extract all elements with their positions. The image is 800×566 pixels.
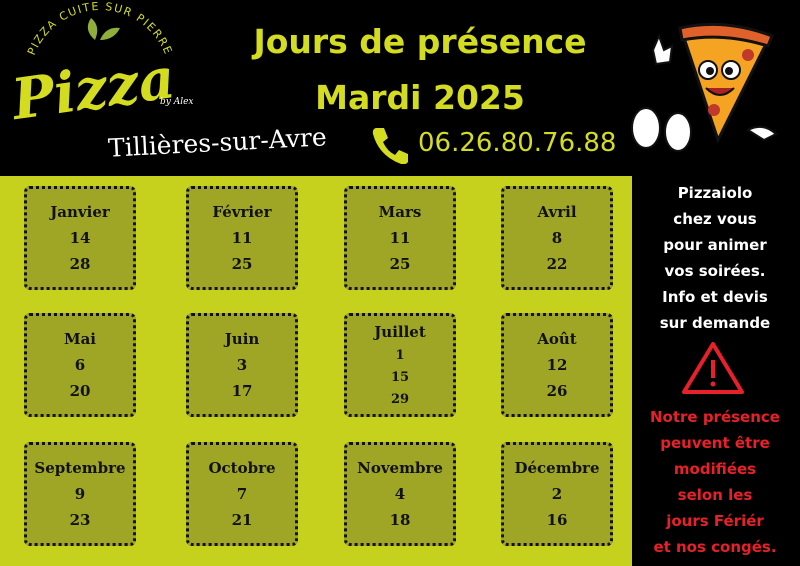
month-name: Mai: [63, 330, 97, 348]
month-name: Juin: [224, 330, 260, 348]
month-day: 14: [69, 229, 91, 247]
month-name: Janvier: [50, 203, 110, 221]
month-day: 23: [69, 511, 91, 529]
month-name: Avril: [537, 203, 577, 221]
month-day: 11: [389, 229, 411, 247]
month-name: Mars: [378, 203, 422, 221]
month-day: 8: [551, 229, 563, 247]
month-day: 9: [74, 485, 86, 503]
month-day: 20: [69, 382, 91, 400]
warning-line: jours Fériér: [666, 512, 764, 530]
month-box: Juin 3 17: [186, 313, 298, 417]
phone: 06.26.80.76.88: [418, 128, 617, 158]
month-name: Août: [537, 330, 577, 348]
promo-line: chez vous: [673, 210, 757, 228]
promo-line: pour animer: [663, 236, 767, 254]
month-day: 15: [390, 370, 410, 385]
month-day: 3: [236, 356, 248, 374]
month-box: Avril 8 22: [501, 186, 613, 290]
month-day: 18: [389, 511, 411, 529]
month-box: Juillet 1 15 29: [344, 313, 456, 417]
mascot: [631, 22, 778, 152]
month-name: Septembre: [34, 459, 126, 477]
logo-name: Pizza: [6, 45, 179, 133]
month-box: Mars 11 25: [344, 186, 456, 290]
month-day: 4: [394, 485, 406, 503]
month-name: Février: [212, 203, 272, 221]
month-day: 25: [231, 255, 253, 273]
warning-line: et nos congés.: [653, 538, 777, 556]
promo-line: sur demande: [659, 314, 771, 332]
month-day: 17: [231, 382, 253, 400]
month-day: 1: [395, 348, 405, 363]
month-box: Février 11 25: [186, 186, 298, 290]
promo-line: vos soirées.: [664, 262, 766, 280]
month-box: Septembre 9 23: [24, 442, 136, 546]
promo-line: Info et devis: [662, 288, 768, 306]
month-day: 16: [546, 511, 568, 529]
warning-line: peuvent être: [660, 434, 770, 452]
month-day: 11: [231, 229, 253, 247]
calendar-panel: Janvier 14 28 Février 11 25 Mars 11 25 Avril 8 22 Ma…: [0, 176, 632, 566]
month-box: Octobre 7 21: [186, 442, 298, 546]
month-box: Janvier 14 28: [24, 186, 136, 290]
warning-text: Notre présence peuvent être modifiées selon…: [640, 404, 790, 560]
logo-by: by Alex: [160, 97, 194, 107]
warning-icon: [682, 342, 744, 394]
month-day: 2: [551, 485, 563, 503]
month-name: Novembre: [357, 459, 443, 477]
month-box: Novembre 4 18: [344, 442, 456, 546]
month-day: 7: [236, 485, 248, 503]
month-day: 22: [546, 255, 568, 273]
phone-icon: [372, 128, 408, 164]
month-day: 21: [231, 511, 253, 529]
month-box: Août 12 26: [501, 313, 613, 417]
month-box: Décembre 2 16: [501, 442, 613, 546]
month-name: Décembre: [514, 459, 600, 477]
logo: PIZZA CUITE SUR PIERRE Pizza by Alex: [6, 0, 194, 133]
month-day: 28: [69, 255, 91, 273]
title-line: Jours de présence: [253, 22, 587, 61]
month-day: 25: [389, 255, 411, 273]
month-day: 6: [74, 356, 86, 374]
promo-line: Pizzaiolo: [677, 184, 753, 202]
month-day: 26: [546, 382, 568, 400]
month-day: 29: [390, 392, 410, 407]
month-name: Octobre: [208, 459, 276, 477]
month-name: Juillet: [374, 323, 426, 341]
warning-line: modifiées: [673, 460, 757, 478]
month-day: 12: [546, 356, 568, 374]
title-line: Mardi 2025: [315, 78, 525, 117]
month-box: Mai 6 20: [24, 313, 136, 417]
title: Jours de présence Mardi 2025: [210, 14, 630, 126]
promo-text: Pizzaiolo chez vous pour animer vos soirées…: [640, 180, 790, 336]
warning-line: selon les: [677, 486, 753, 504]
warning-line: Notre présence: [650, 408, 780, 426]
